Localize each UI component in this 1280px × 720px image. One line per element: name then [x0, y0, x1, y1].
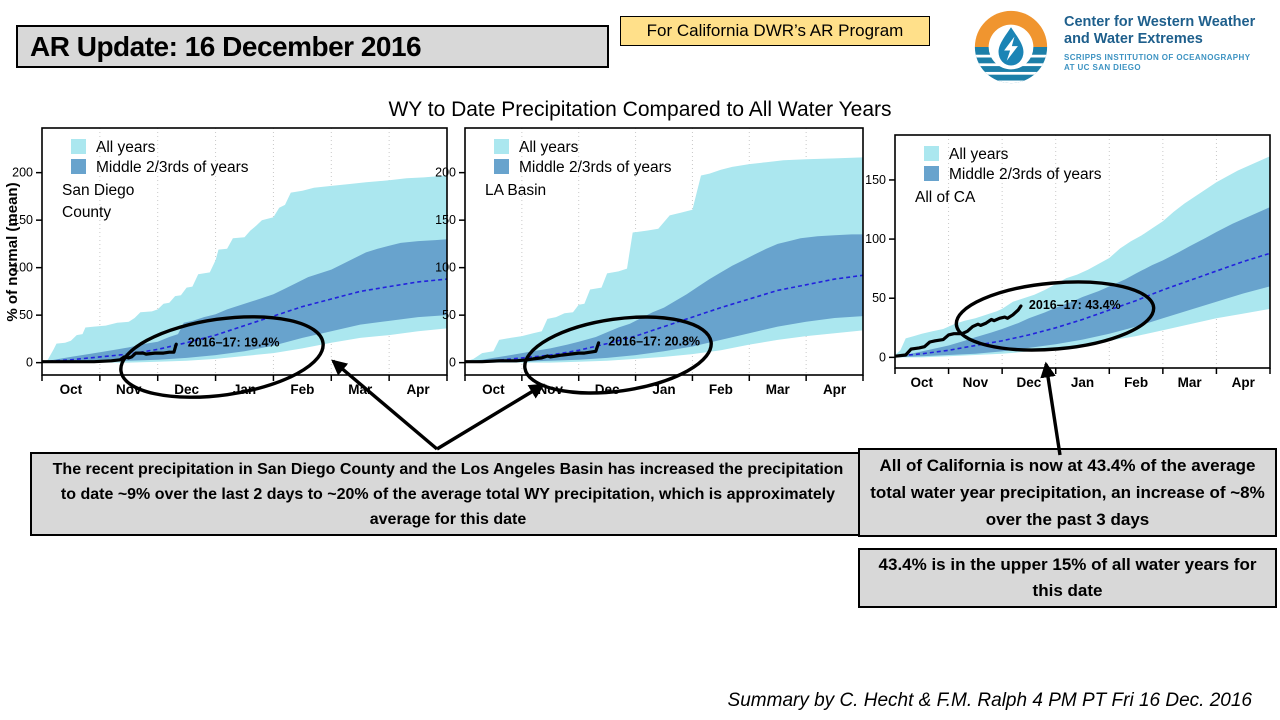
y-tick-label: 50: [872, 291, 886, 305]
summary-credit: Summary by C. Hecht & F.M. Ralph 4 PM PT…: [727, 690, 1252, 711]
x-tick-label: Dec: [174, 382, 199, 397]
all-years-band: [895, 156, 1270, 358]
callout-san-diego-la: The recent precipitation in San Diego Co…: [30, 452, 866, 536]
legend-swatch-all-years: [71, 139, 86, 154]
legend-swatch-middle: [71, 159, 86, 174]
y-axis-label: % of normal (mean): [4, 182, 21, 322]
legend-swatch-all-years: [494, 139, 509, 154]
y-tick-label: 0: [449, 356, 456, 370]
observed-2016-17-line: [42, 342, 178, 364]
logo-sub-line1: SCRIPPS INSTITUTION OF OCEANOGRAPHY: [1064, 53, 1251, 62]
program-label: For California DWR’s AR Program: [620, 16, 930, 46]
x-tick-label: Dec: [1017, 375, 1042, 390]
legend-swatch-all-years: [924, 146, 939, 161]
x-tick-label: Nov: [538, 382, 564, 397]
y-tick-label: 50: [442, 308, 456, 322]
x-tick-label: Oct: [60, 382, 83, 397]
y-tick-label: 100: [435, 261, 456, 275]
x-tick-label: Feb: [709, 382, 733, 397]
observed-2016-17-line: [895, 304, 1023, 358]
highlight-ellipse: [119, 315, 325, 399]
x-tick-label: Mar: [1178, 375, 1203, 390]
all-years-band: [465, 157, 863, 363]
chart-panel-3: Oct Nov Dec Jan Feb Mar Apr 0 50 100 150 All years M…: [865, 134, 1271, 390]
y-tick-label: 100: [865, 232, 886, 246]
region-label: San Diego: [62, 182, 134, 199]
middle-two-thirds-band: [465, 234, 863, 363]
slide-title: AR Update: 16 December 2016: [16, 25, 609, 68]
callout-san-diego-la-text: The recent precipitation in San Diego Co…: [52, 460, 844, 528]
x-tick-label: Nov: [963, 375, 989, 390]
plot-box: [41, 127, 448, 376]
x-tick-label: Oct: [911, 375, 934, 390]
cw3e-logo: Center for Western Weather and Water Ext…: [968, 4, 1268, 94]
y-tick-label: 200: [435, 166, 456, 180]
callout-arrow: [331, 359, 439, 451]
median-line: [895, 252, 1270, 357]
legend-label-middle: Middle 2/3rds of years: [96, 159, 249, 176]
observed-2016-17-line: [465, 341, 601, 364]
x-tick-label: Nov: [116, 382, 142, 397]
legend-label-all-years: All years: [96, 139, 156, 156]
logo-org-line2: and Water Extremes: [1064, 31, 1203, 47]
x-tick-label: Apr: [1232, 375, 1256, 390]
legend-swatch-middle: [494, 159, 509, 174]
observed-value-label: 2016–17: 19.4%: [188, 336, 280, 350]
y-tick-label: 0: [26, 356, 33, 370]
median-line: [465, 274, 863, 363]
legend-label-middle: Middle 2/3rds of years: [519, 159, 672, 176]
x-tick-label: Feb: [1124, 375, 1148, 390]
region-label: County: [62, 204, 111, 221]
x-tick-label: Jan: [233, 382, 256, 397]
x-tick-label: Feb: [290, 382, 314, 397]
highlight-ellipse: [523, 315, 713, 395]
callout-upper-15: 43.4% is in the upper 15% of all water y…: [858, 548, 1277, 608]
y-tick-label: 150: [865, 173, 886, 187]
callout-all-ca-text: All of California is now at 43.4% of the…: [870, 456, 1265, 529]
cw3e-logo-text: Center for Western Weather and Water Ext…: [1064, 14, 1255, 73]
x-tick-label: Mar: [348, 382, 373, 397]
legend-label-middle: Middle 2/3rds of years: [949, 166, 1102, 183]
x-tick-label: Jan: [1071, 375, 1094, 390]
figure-title: WY to Date Precipitation Compared to All…: [388, 98, 892, 121]
y-tick-label: 150: [435, 213, 456, 227]
chart-panel-2: Oct Nov Dec Jan Feb Mar Apr 0 50 100 150 200 All yea…: [435, 127, 864, 397]
median-line: [42, 278, 447, 363]
y-tick-label: 0: [879, 350, 886, 364]
cw3e-logo-icon: [974, 10, 1048, 84]
observed-value-label: 2016–17: 20.8%: [608, 335, 700, 349]
callout-arrow: [436, 383, 546, 451]
logo-sub-line2: AT UC SAN DIEGO: [1064, 63, 1141, 72]
middle-two-thirds-band: [895, 207, 1270, 358]
region-label: LA Basin: [485, 182, 546, 199]
callout-all-ca: All of California is now at 43.4% of the…: [858, 448, 1277, 537]
plot-box: [894, 134, 1271, 369]
callout-arrow: [1040, 361, 1062, 456]
callout-upper-15-text: 43.4% is in the upper 15% of all water y…: [878, 555, 1257, 600]
plot-box: [464, 127, 864, 376]
x-tick-label: Jan: [652, 382, 675, 397]
middle-two-thirds-band: [42, 239, 447, 363]
region-label: All of CA: [915, 189, 976, 206]
all-years-band: [42, 175, 447, 363]
x-tick-label: Apr: [406, 382, 430, 397]
logo-org-line1: Center for Western Weather: [1064, 14, 1256, 30]
observed-value-label: 2016–17: 43.4%: [1029, 298, 1121, 312]
legend-label-all-years: All years: [949, 146, 1009, 163]
highlight-ellipse: [954, 280, 1156, 352]
x-tick-label: Mar: [766, 382, 791, 397]
x-tick-label: Dec: [595, 382, 620, 397]
legend-swatch-middle: [924, 166, 939, 181]
x-tick-label: Apr: [823, 382, 847, 397]
legend-label-all-years: All years: [519, 139, 579, 156]
x-tick-label: Oct: [482, 382, 505, 397]
